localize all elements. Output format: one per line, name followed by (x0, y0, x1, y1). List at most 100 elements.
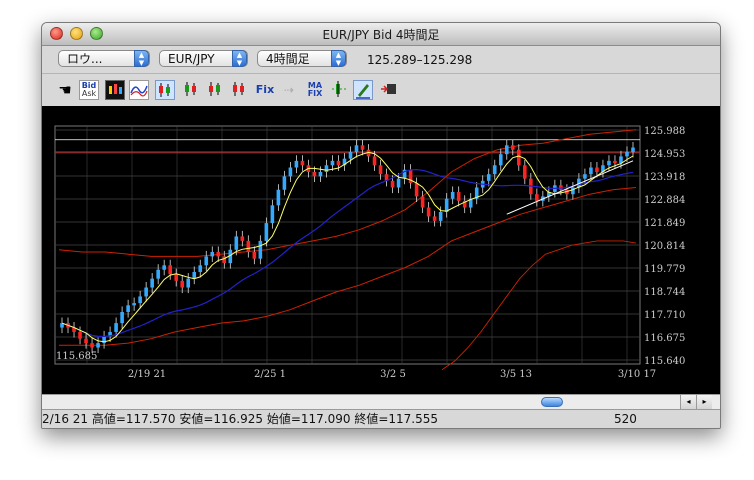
candle-body (96, 343, 100, 348)
candle-hollow-icon[interactable] (229, 80, 249, 100)
hand-tool-icon[interactable]: ☚ (58, 81, 72, 99)
fix-label: Fix (255, 83, 275, 96)
current-price-range: 125.289–125.298 (367, 53, 473, 67)
candle-body (180, 280, 185, 288)
pair-select-value: EUR/JPY (168, 52, 215, 66)
candle-body (102, 336, 106, 344)
candle-body (444, 198, 449, 212)
candle-body (162, 265, 166, 270)
candle-body (432, 216, 437, 221)
lower-band-line (59, 187, 637, 346)
candle-red-icon[interactable] (155, 80, 175, 100)
candle-body (456, 191, 461, 201)
candle-body (312, 171, 317, 177)
support-trendline (506, 160, 634, 215)
candle-chart-icon[interactable] (105, 80, 125, 100)
candle-body (276, 189, 281, 206)
y-tick-label: 122.884 (644, 195, 685, 206)
candle-body (132, 303, 136, 306)
zoom-button[interactable] (90, 27, 103, 40)
candle-body (108, 331, 112, 337)
low-price-label: 115.685 (56, 351, 97, 362)
candle-body (420, 196, 425, 208)
candle-body (535, 194, 539, 201)
select-arrows-icon: ▲ ▼ (232, 50, 247, 67)
ma-fix-button[interactable]: MA FIX (305, 80, 325, 100)
y-tick-label: 116.675 (644, 333, 685, 344)
timeframe-select[interactable]: 4時間足 ▲ ▼ (257, 50, 347, 67)
candle-body (589, 167, 593, 175)
select-arrows-icon: ▲ ▼ (134, 50, 149, 67)
candle-body (516, 149, 521, 166)
candle-body (631, 147, 635, 152)
candle-body (342, 158, 347, 166)
draw-pencil-icon[interactable] (353, 80, 373, 100)
candle-body (360, 145, 365, 150)
chart-scrollbar[interactable]: ◂ ▸ (42, 394, 720, 410)
candle-body (258, 240, 263, 259)
candle-body (150, 278, 154, 288)
candle-green-icon[interactable] (181, 80, 201, 100)
ma-fix-label: FIX (307, 89, 323, 98)
candle-body (264, 223, 269, 241)
candle-body (348, 151, 353, 159)
candle-body (486, 174, 491, 181)
scroll-left-button[interactable]: ◂ (680, 395, 696, 409)
scroll-right-button[interactable]: ▸ (696, 395, 712, 409)
short-moving-average-line (61, 151, 634, 343)
candle-body (583, 174, 587, 179)
candle-body (294, 160, 299, 168)
chart-window: EUR/JPY Bid 4時間足 ロウ... ▲ ▼ EUR/JPY ▲ ▼ 4時間… (41, 22, 721, 429)
candle-dash-icon[interactable] (329, 80, 349, 100)
y-tick-label: 124.953 (644, 149, 685, 160)
candle-mixed-icon[interactable] (205, 80, 225, 100)
ask-label: Ask (81, 89, 97, 98)
candle-body (468, 198, 473, 208)
candle-body (625, 151, 629, 157)
candle-body (72, 327, 76, 332)
candle-body (336, 160, 341, 166)
scroll-left-arrow-icon: ◂ (686, 397, 691, 406)
x-tick-label: 3/10 17 (618, 369, 656, 380)
candle-body (438, 211, 443, 221)
candlestick-chart[interactable]: 125.988 124.953 123.918 122.884 121.849 120.8… (42, 106, 720, 394)
y-tick-label: 121.849 (644, 218, 685, 229)
export-icon[interactable] (379, 80, 399, 100)
candle-body (252, 251, 257, 259)
candle-body (222, 256, 227, 264)
candle-body (396, 178, 401, 188)
candle-body (330, 160, 335, 166)
minimize-button[interactable] (70, 27, 83, 40)
candle-body (324, 165, 329, 172)
candle-body (216, 251, 221, 257)
close-button[interactable] (50, 27, 63, 40)
candle-body (504, 145, 509, 155)
window-title: EUR/JPY Bid 4時間足 (322, 28, 440, 42)
disabled-arrow-icon: ⇢ (283, 83, 295, 97)
candle-body (228, 249, 233, 264)
candle-body (414, 183, 419, 197)
bid-ask-toggle-button[interactable]: Bid Ask (79, 80, 99, 100)
fix-button[interactable]: Fix (255, 80, 275, 100)
y-tick-label: 118.744 (644, 287, 685, 298)
candle-body (523, 165, 527, 179)
scrollbar-thumb[interactable] (541, 397, 563, 407)
candle-body (318, 171, 323, 177)
candle-body (408, 169, 413, 184)
slow-band-line (441, 240, 637, 371)
y-tick-label: 115.640 (644, 356, 685, 367)
title-bar[interactable]: EUR/JPY Bid 4時間足 (42, 23, 720, 46)
candle-body (474, 187, 479, 199)
candle-body (84, 338, 88, 344)
pair-select[interactable]: EUR/JPY ▲ ▼ (159, 50, 248, 67)
candle-body (492, 165, 497, 175)
line-indicator-icon[interactable] (129, 80, 149, 100)
mode-select[interactable]: ロウ... ▲ ▼ (58, 50, 150, 67)
candle-body (60, 323, 64, 328)
x-tick-label: 2/19 21 (128, 369, 166, 380)
x-tick-label: 3/5 13 (500, 369, 532, 380)
y-tick-label: 125.988 (644, 126, 685, 137)
x-tick-label: 2/25 1 (254, 369, 286, 380)
price-chart[interactable]: 125.988 124.953 123.918 122.884 121.849 120.8… (42, 106, 720, 394)
ohlc-readout: 2/16 21 高値=117.570 安値=116.925 始値=117.090… (42, 412, 439, 426)
